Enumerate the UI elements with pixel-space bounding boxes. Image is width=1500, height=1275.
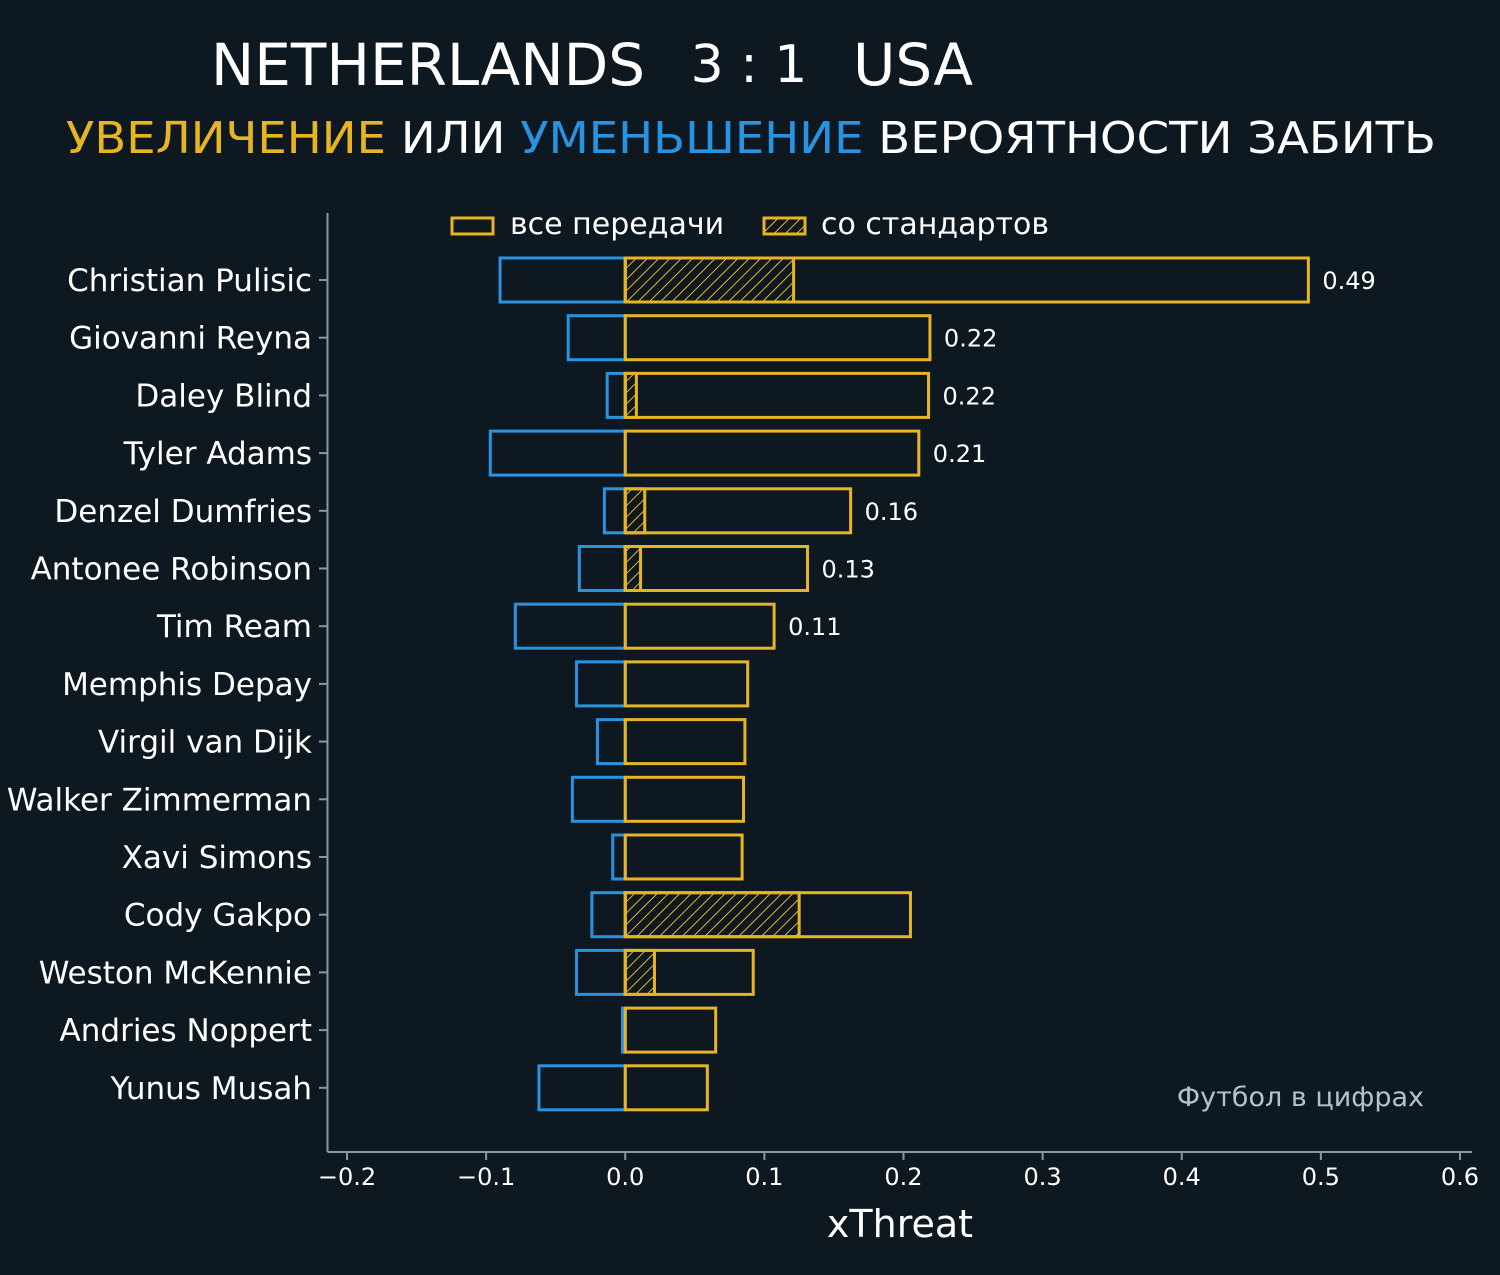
x-tick-label: −0.2 [318, 1163, 376, 1191]
bar-value-label: 0.16 [865, 498, 918, 526]
x-tick-label: 0.4 [1163, 1163, 1201, 1191]
x-axis-label: xThreat [827, 1202, 973, 1246]
chart-subtitle: УВЕЛИЧЕНИЕ ИЛИ УМЕНЬШЕНИЕ ВЕРОЯТНОСТИ ЗА… [66, 113, 1436, 164]
increase-bar [623, 314, 932, 362]
increase-bar [623, 256, 1310, 304]
player-name-label: Christian Pulisic [67, 263, 312, 299]
player-name-label: Walker Zimmerman [7, 782, 312, 818]
increase-bar [623, 429, 921, 477]
match-score: 3 : 1 [691, 35, 808, 95]
decrease-bar [595, 718, 627, 766]
player-name-label: Tyler Adams [123, 436, 312, 472]
legend: все передачи со стандартов [450, 207, 1049, 242]
subtitle-or: ИЛИ [386, 113, 520, 164]
decrease-bar [498, 256, 627, 304]
player-name-label: Cody Gakpo [124, 898, 312, 934]
away-team-name: USA [853, 31, 973, 99]
increase-bar [623, 371, 931, 419]
increase-bar [623, 775, 746, 823]
decrease-bar [575, 660, 627, 708]
increase-bar [623, 891, 912, 939]
x-tick-label: 0.6 [1441, 1163, 1479, 1191]
decrease-bar [566, 314, 627, 362]
set-piece-bar [623, 545, 643, 592]
bar-value-label: 0.13 [822, 556, 875, 584]
bar-value-label: 0.11 [788, 613, 841, 641]
player-name-label: Memphis Depay [62, 667, 312, 703]
player-name-label: Antonee Robinson [31, 552, 312, 588]
subtitle-probability: ВЕРОЯТНОСТИ ЗАБИТЬ [863, 113, 1436, 164]
legend-label-set-pieces: со стандартов [821, 207, 1049, 242]
increase-bar [623, 718, 747, 766]
player-name-label: Virgil van Dijk [98, 725, 312, 761]
set-piece-bar [623, 891, 801, 939]
bar-value-label: 0.49 [1322, 267, 1375, 295]
decrease-bar [605, 371, 627, 419]
increase-bar [623, 487, 853, 535]
value-labels-group: 0.49 0.22 0.22 0.21 0.16 0.13 0.11 [788, 267, 1376, 641]
x-tick-label: 0.5 [1302, 1163, 1340, 1191]
decrease-bar [611, 833, 627, 881]
decrease-bar [577, 545, 627, 592]
x-tick-label: −0.1 [457, 1163, 515, 1191]
player-name-label: Xavi Simons [122, 840, 312, 876]
player-name-label: Yunus Musah [109, 1071, 312, 1107]
bar-value-label: 0.22 [944, 325, 997, 353]
y-axis-ticks: Christian Pulisic Giovanni Reyna Daley Bli… [7, 263, 327, 1107]
increase-bar [623, 833, 744, 881]
subtitle-decrease: УМЕНЬШЕНИЕ [520, 113, 863, 164]
legend-label-all-passes: все передачи [510, 207, 724, 242]
player-name-label: Daley Blind [135, 378, 312, 414]
x-tick-label: 0.0 [606, 1163, 644, 1191]
x-axis-ticks: −0.2 −0.1 0.0 0.1 0.2 0.3 0.4 0.5 0.6 [318, 1152, 1479, 1191]
decrease-bar [602, 487, 627, 535]
x-tick-label: 0.3 [1024, 1163, 1062, 1191]
increase-bar [623, 545, 810, 592]
set-piece-bar [623, 371, 638, 419]
legend-swatch-set-pieces [762, 216, 807, 236]
increase-bar [623, 948, 755, 996]
decrease-bar [575, 948, 627, 996]
legend-swatch-all-passes [450, 216, 495, 236]
bar-value-label: 0.21 [933, 440, 986, 468]
player-name-label: Tim Ream [156, 609, 312, 645]
player-name-label: Giovanni Reyna [69, 321, 312, 357]
player-name-label: Weston McKennie [39, 955, 312, 991]
increase-bar [623, 1006, 718, 1054]
increase-bar [623, 602, 776, 650]
decrease-bar [590, 891, 627, 939]
home-team-name: NETHERLANDS [211, 31, 645, 99]
bar-value-label: 0.22 [943, 382, 996, 410]
x-tick-label: 0.1 [745, 1163, 783, 1191]
set-piece-bar [623, 487, 647, 535]
increase-bar [623, 1064, 709, 1112]
subtitle-increase: УВЕЛИЧЕНИЕ [66, 113, 386, 164]
set-piece-bar [623, 948, 656, 996]
x-tick-label: 0.2 [884, 1163, 922, 1191]
decrease-bar [570, 775, 627, 823]
player-name-label: Andries Noppert [60, 1013, 312, 1049]
watermark-text: Футбол в цифрах [1177, 1082, 1424, 1113]
decrease-bar [488, 429, 627, 477]
decrease-bar [513, 602, 627, 650]
set-piece-bar [623, 256, 796, 304]
bars-group [488, 256, 1310, 1112]
decrease-bar [537, 1064, 627, 1112]
increase-bar [623, 660, 750, 708]
player-name-label: Denzel Dumfries [54, 494, 312, 530]
